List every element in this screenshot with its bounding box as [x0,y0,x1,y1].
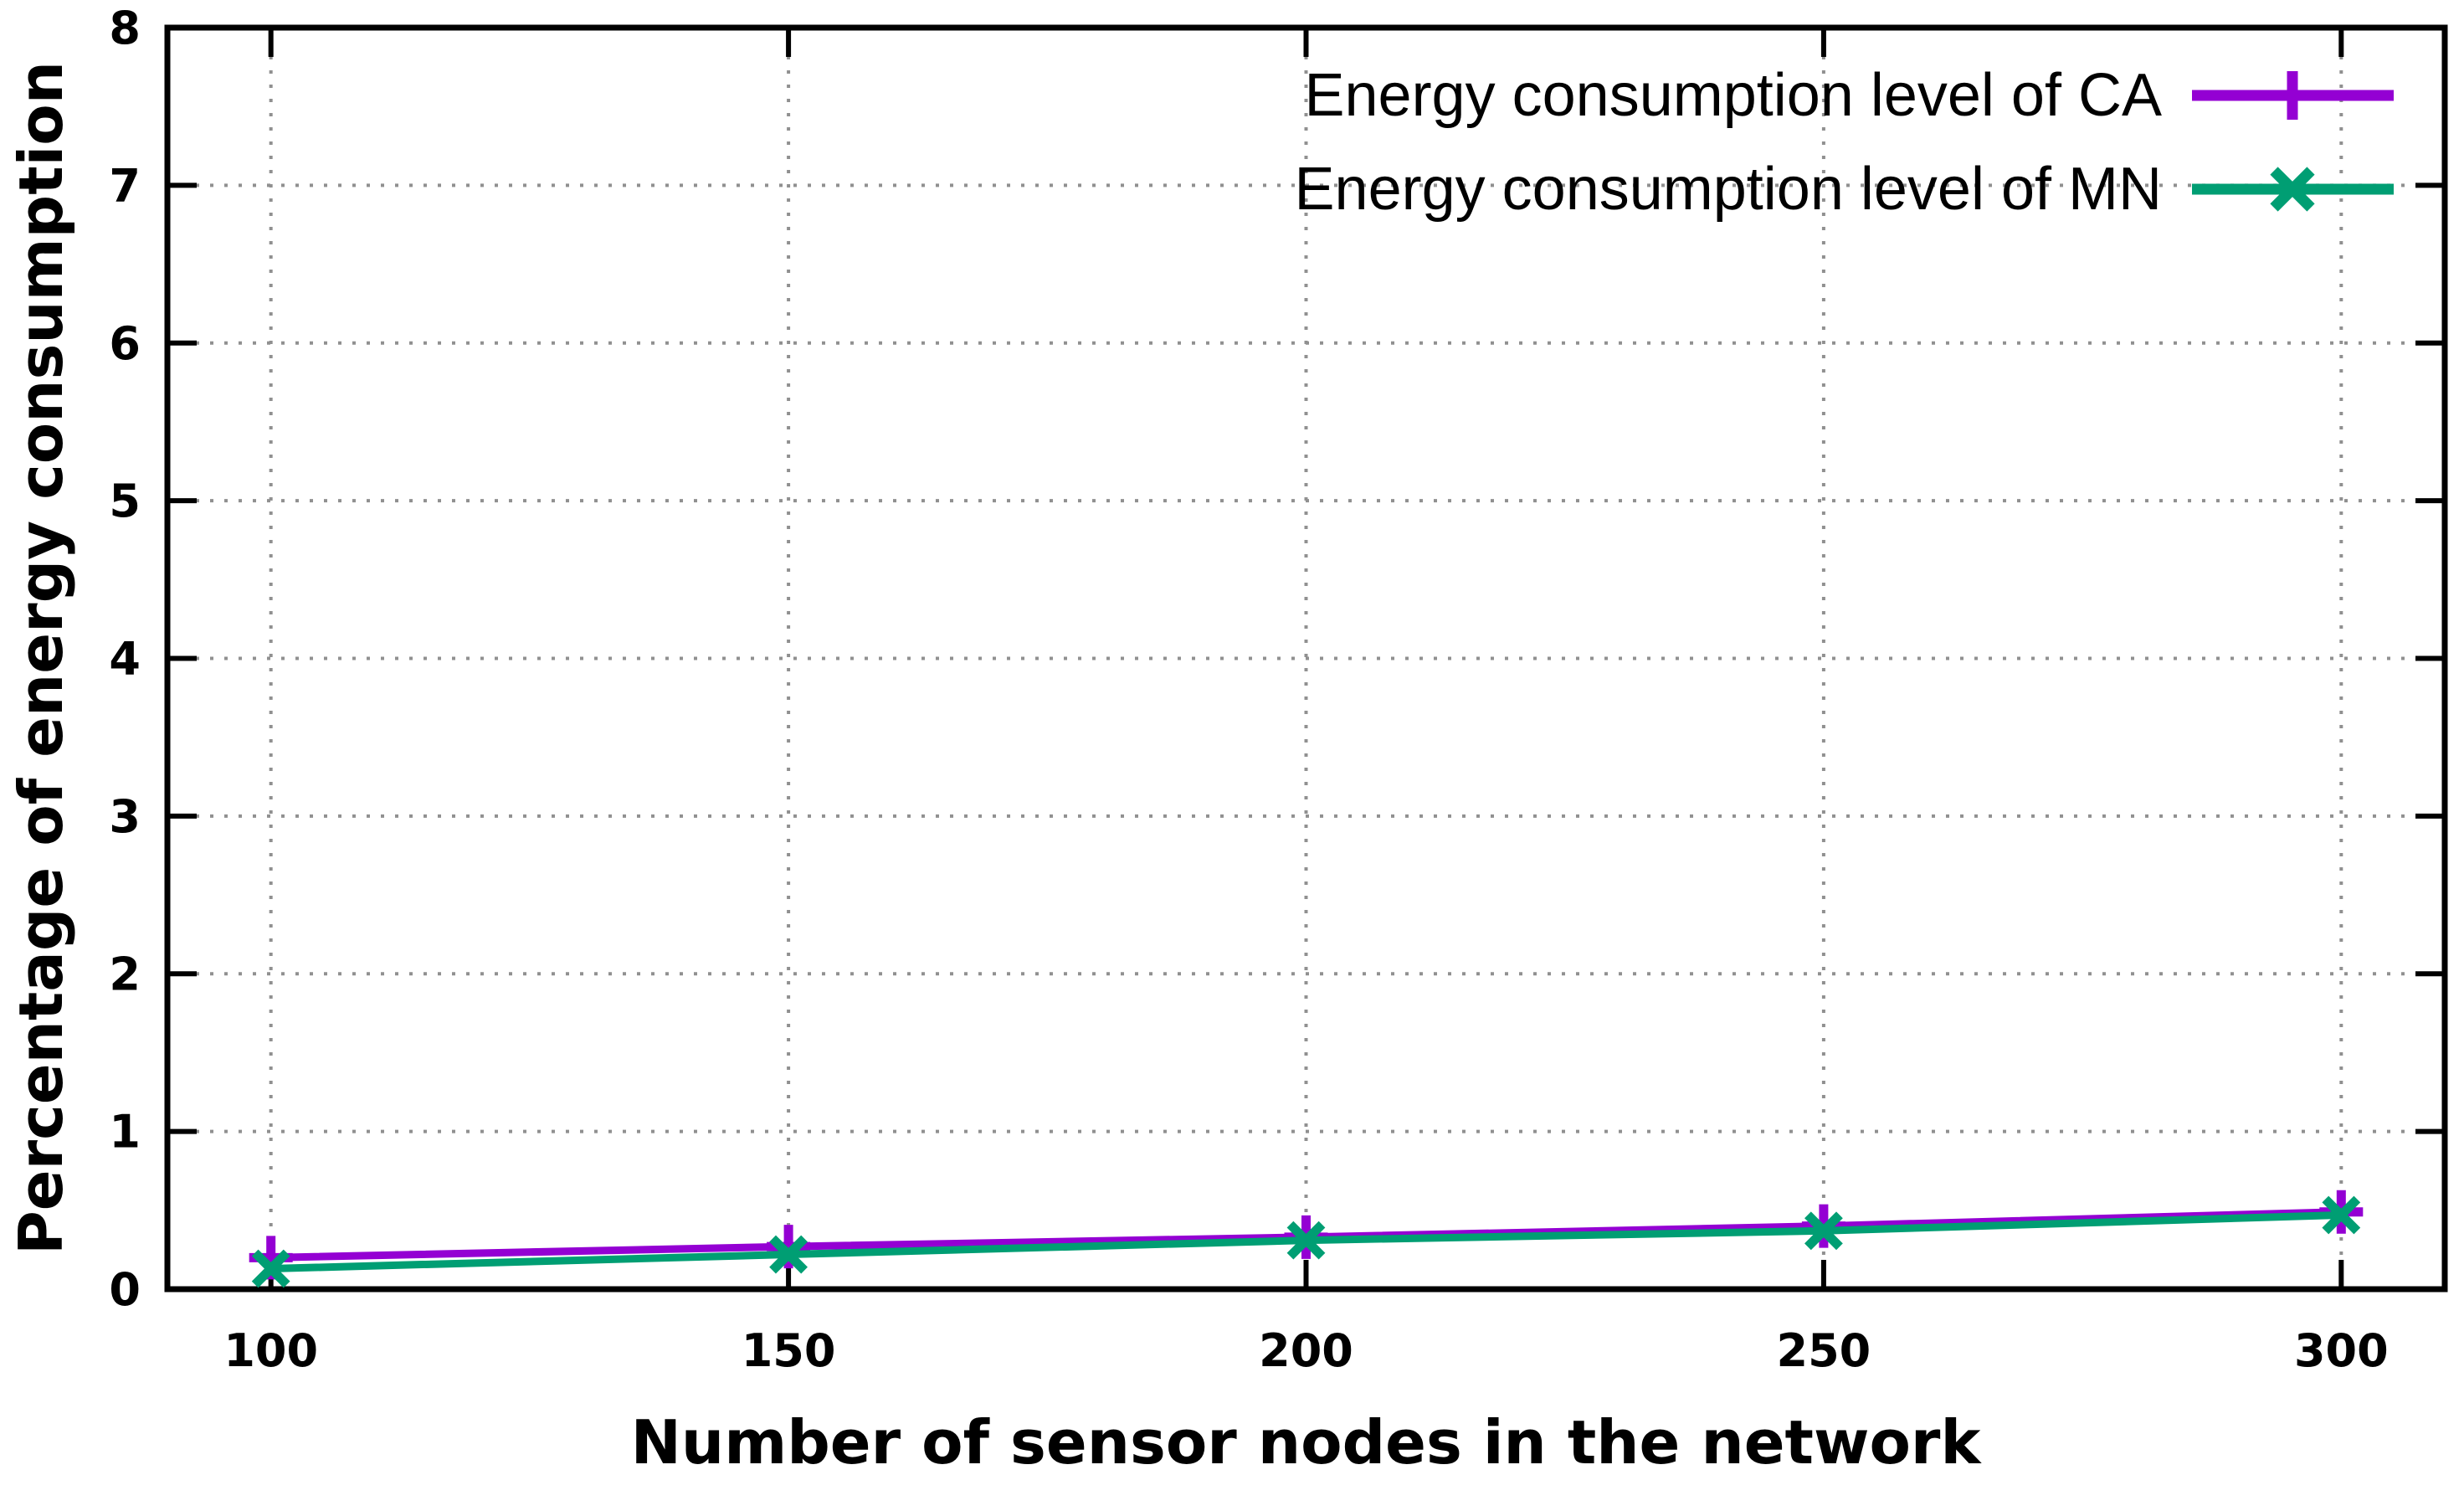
plot-border [164,24,2448,1293]
plot-generated-content: 100 150 200 250 300 0 1 2 3 4 5 6 7 8 [109,2,2448,1377]
y-tick-label: 4 [109,633,141,686]
x-tick-label: 250 [1777,1324,1871,1377]
cross-marker-icon [1804,1211,1843,1251]
y-tick-label: 2 [109,948,141,1000]
legend-line-sample-cross-icon [2192,167,2394,212]
cross-marker-icon [251,1249,290,1288]
x-axis-title: Number of sensor nodes in the network [631,1407,1983,1478]
cross-marker-icon [769,1235,808,1274]
cross-marker-icon [1286,1221,1326,1260]
y-tick-label: 0 [109,1263,141,1316]
y-tick-label: 1 [109,1106,141,1159]
y-tick-label: 7 [109,159,141,212]
legend: Energy consumption level of CA Energy co… [1295,49,2395,236]
cross-marker-icon [2322,1195,2361,1235]
legend-line-sample-plus-icon [2192,71,2394,120]
y-tick-label: 8 [109,2,141,54]
legend-label-mn: Energy consumption level of MN [1294,156,2162,223]
y-tick-label: 6 [109,317,141,370]
x-tick-label: 100 [223,1324,318,1377]
x-tick-label: 300 [2294,1324,2389,1377]
legend-item-mn: Energy consumption level of MN [1295,142,2395,236]
y-tick-label: 5 [109,475,141,527]
legend-item-ca: Energy consumption level of CA [1295,49,2395,142]
y-axis-title: Percentage of energy consumption [6,61,76,1255]
x-tick-label: 150 [742,1324,836,1377]
legend-label-ca: Energy consumption level of CA [1304,62,2162,129]
y-tick-label: 3 [109,790,141,843]
x-tick-label: 200 [1259,1324,1353,1377]
